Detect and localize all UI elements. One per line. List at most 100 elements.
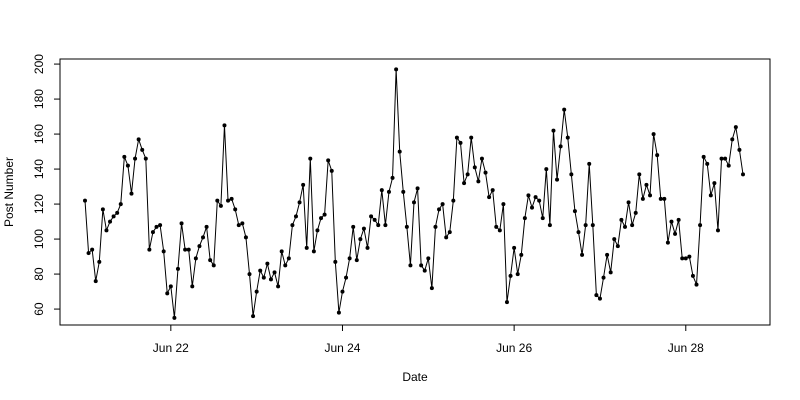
data-point [676, 217, 681, 222]
data-point [186, 247, 191, 252]
data-point [372, 217, 377, 222]
data-point [422, 268, 427, 273]
data-point [658, 196, 663, 201]
data-point [272, 270, 277, 275]
data-point [458, 140, 463, 145]
data-point [293, 214, 298, 219]
data-point [100, 207, 105, 212]
data-point [93, 279, 98, 284]
data-point [487, 195, 492, 200]
data-point [687, 254, 692, 259]
data-point [333, 259, 338, 264]
data-point [197, 244, 202, 249]
data-point [426, 256, 431, 261]
data-point [494, 224, 499, 229]
series-line [84, 69, 744, 318]
x-tick-label: Jun 28 [668, 341, 704, 355]
data-point [630, 223, 635, 228]
data-point [530, 205, 535, 210]
data-point [340, 289, 345, 294]
x-tick-label: Jun 22 [153, 341, 189, 355]
data-point [401, 189, 406, 194]
data-point [258, 268, 263, 273]
plot-box [59, 58, 771, 326]
data-point [351, 224, 356, 229]
data-point [501, 202, 506, 207]
data-point [243, 235, 248, 240]
data-point [404, 224, 409, 229]
data-point [701, 154, 706, 159]
data-point [512, 245, 517, 250]
data-point [497, 228, 502, 233]
data-point [519, 252, 524, 257]
y-tick-label: 60 [32, 302, 46, 316]
data-point [240, 221, 245, 226]
data-point [168, 284, 173, 289]
x-tick-label: Jun 26 [496, 341, 532, 355]
data-point [615, 244, 620, 249]
data-point [319, 216, 324, 221]
data-point [673, 231, 678, 236]
data-point [229, 196, 234, 201]
data-point [286, 256, 291, 261]
data-point [193, 256, 198, 261]
data-point [504, 300, 509, 305]
y-tick-label: 180 [32, 89, 46, 109]
data-point [183, 247, 188, 252]
data-point [129, 191, 134, 196]
y-axis-title: Post Number [2, 157, 16, 227]
data-point [508, 273, 513, 278]
data-point [172, 315, 177, 320]
data-point [111, 214, 116, 219]
data-point [715, 228, 720, 233]
data-point [594, 293, 599, 298]
data-point [190, 284, 195, 289]
data-point [572, 209, 577, 214]
data-point [143, 156, 148, 161]
data-point [576, 230, 581, 235]
data-point [637, 172, 642, 177]
data-point [383, 223, 388, 228]
data-point [397, 149, 402, 154]
data-point [104, 228, 109, 233]
data-point [347, 256, 352, 261]
data-point [308, 156, 313, 161]
data-point [565, 135, 570, 140]
data-point [108, 219, 113, 224]
data-point [587, 161, 592, 166]
data-point [662, 196, 667, 201]
data-point [326, 158, 331, 163]
y-tick-label: 200 [32, 54, 46, 74]
data-point [479, 156, 484, 161]
data-point [737, 147, 742, 152]
data-point [433, 224, 438, 229]
data-point [154, 224, 159, 229]
data-point [394, 67, 399, 72]
data-point [622, 224, 627, 229]
data-point [125, 163, 130, 168]
data-point [597, 296, 602, 301]
data-point [161, 249, 166, 254]
data-point [90, 247, 95, 252]
data-point [451, 198, 456, 203]
data-point [304, 245, 309, 250]
data-point [354, 258, 359, 263]
data-point [115, 210, 120, 215]
data-point [83, 198, 87, 203]
data-point [369, 214, 374, 219]
data-point [640, 196, 645, 201]
data-point [361, 226, 366, 231]
y-tick-label: 80 [32, 267, 46, 281]
data-point [279, 249, 284, 254]
data-point [683, 256, 688, 261]
data-point [429, 286, 434, 291]
data-point [665, 240, 670, 245]
data-point [311, 249, 316, 254]
data-point [208, 258, 213, 263]
data-point [365, 245, 370, 250]
data-point [437, 207, 442, 212]
data-point [165, 291, 170, 296]
data-point [336, 310, 341, 315]
data-point [719, 156, 724, 161]
data-point [376, 223, 381, 228]
